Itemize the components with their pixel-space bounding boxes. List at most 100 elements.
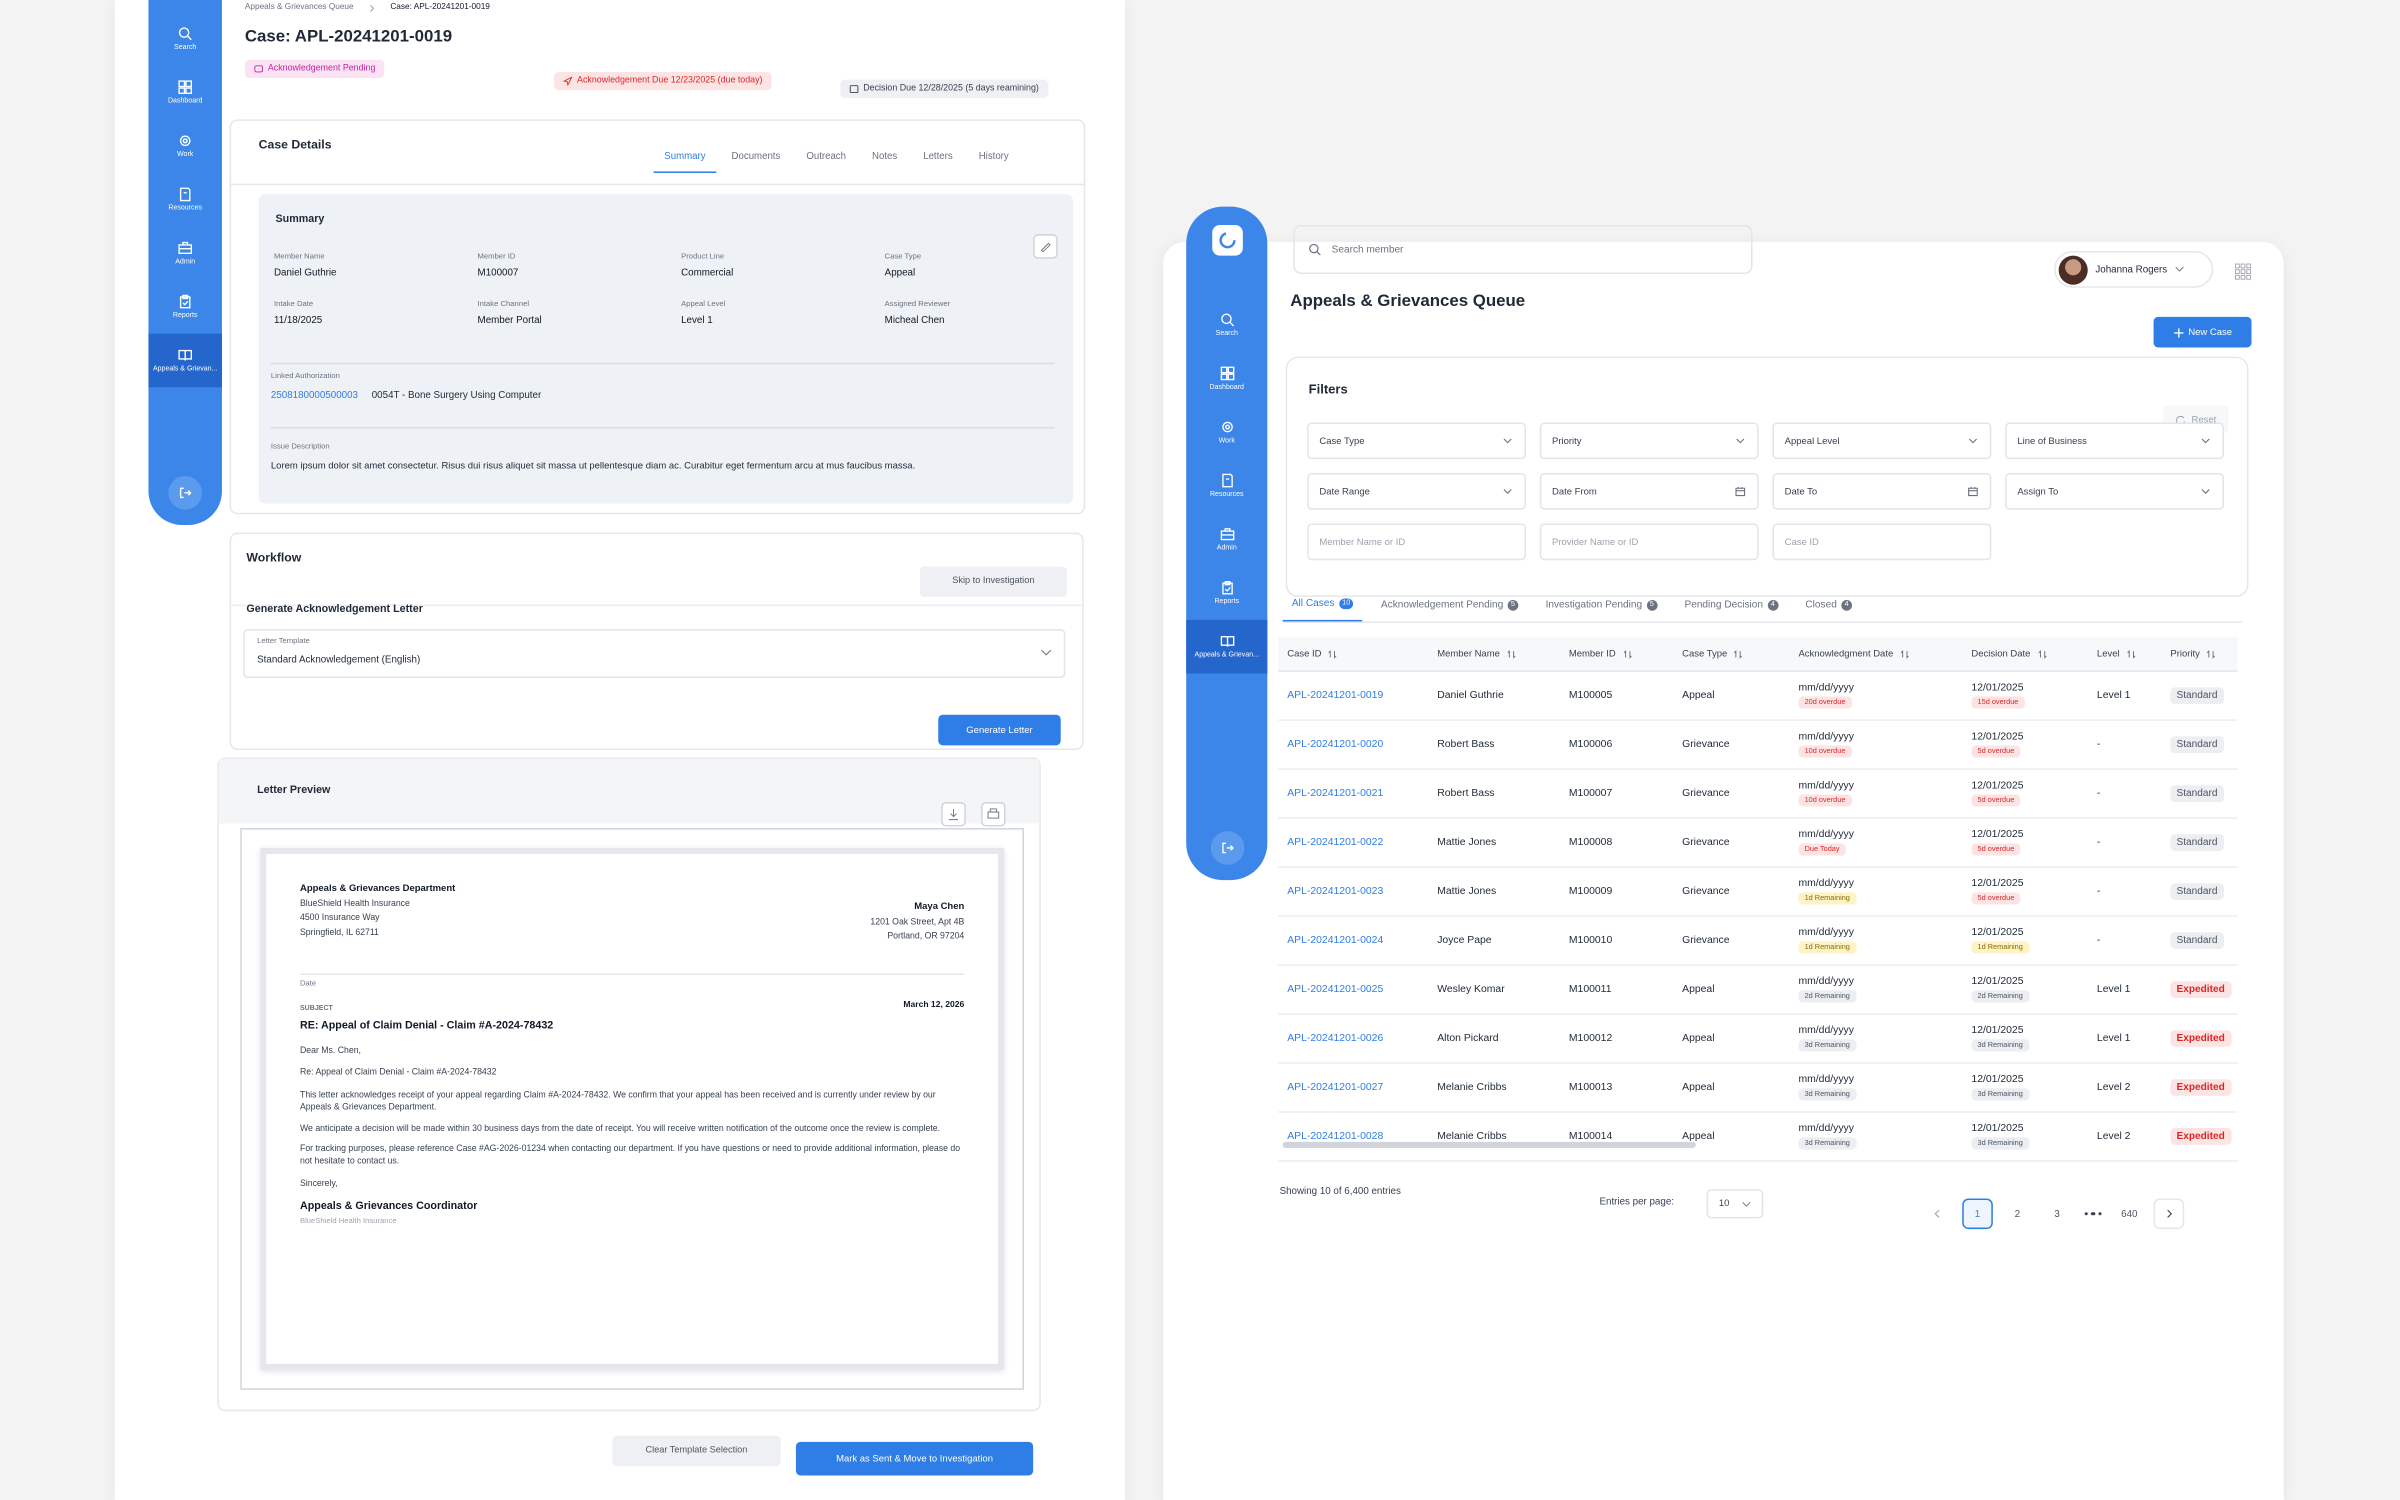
table-row[interactable]: APL-20241201-0027 Melanie Cribbs M100013 Ap… — [1278, 1064, 2238, 1113]
icon-path — [1220, 313, 1234, 327]
case-id-link[interactable]: APL-20241201-0028 — [1287, 1131, 1384, 1142]
table-row[interactable]: APL-20241201-0024 Joyce Pape M100010 Grieva… — [1278, 917, 2238, 966]
case-id-link[interactable]: APL-20241201-0024 — [1287, 935, 1384, 946]
due-badge: 10d overdue — [1798, 745, 1852, 758]
case-id-link[interactable]: APL-20241201-0020 — [1287, 739, 1384, 750]
clear-button[interactable]: Clear Template Selection — [612, 1435, 781, 1467]
table-row[interactable]: APL-20241201-0026 Alton Pickard M100012 App… — [1278, 1015, 2238, 1064]
case-id-link[interactable]: APL-20241201-0026 — [1287, 1033, 1384, 1044]
tab[interactable]: Notes — [872, 151, 898, 163]
queue-tab[interactable]: Investigation Pending 5 — [1536, 598, 1666, 621]
filter-field[interactable]: Date To — [1772, 472, 1992, 510]
filter-field[interactable]: Date Range — [1307, 472, 1527, 510]
table-row[interactable]: APL-20241201-0019 Daniel Guthrie M100005 Ap… — [1278, 672, 2238, 721]
table-row[interactable]: APL-20241201-0020 Robert Bass M100006 Griev… — [1278, 721, 2238, 770]
nav-item[interactable]: Reports — [148, 280, 221, 334]
user-menu[interactable]: Johanna Rogers — [2054, 251, 2214, 288]
queue-tab[interactable]: Pending Decision 4 — [1675, 598, 1787, 621]
edit-button[interactable] — [1033, 234, 1058, 259]
case-id-link[interactable]: APL-20241201-0021 — [1287, 788, 1384, 799]
filter-field[interactable]: Priority — [1539, 422, 1759, 460]
header-cell[interactable]: Member Name — [1428, 648, 1560, 659]
filter-field[interactable]: Case ID — [1772, 523, 1992, 561]
header-cell[interactable]: Level — [2088, 648, 2161, 659]
nav-label: Reports — [1214, 597, 1240, 605]
apps-icon[interactable] — [2234, 263, 2252, 280]
nav-item[interactable]: Resources — [1186, 459, 1267, 513]
page-button[interactable]: 640 — [2121, 1208, 2138, 1220]
nav-item[interactable]: Search — [1186, 298, 1267, 352]
due-badge: 3d Remaining — [1971, 1039, 2029, 1052]
nav-item[interactable]: Appeals & Grievan... — [1186, 619, 1268, 674]
table-row[interactable]: APL-20241201-0021 Robert Bass M100007 Griev… — [1278, 770, 2238, 819]
link[interactable]: 2508180000500003 — [270, 390, 358, 402]
nav-item[interactable]: Search — [148, 12, 221, 66]
breadcrumb-link[interactable]: Appeals & Grievances Queue — [244, 3, 354, 13]
search-box[interactable]: Search member — [1293, 224, 1753, 274]
tab[interactable]: Documents — [731, 151, 781, 163]
logout-button[interactable] — [1209, 831, 1244, 865]
filter-field[interactable]: Case Type — [1307, 422, 1527, 460]
nav-item[interactable]: Admin — [148, 227, 221, 281]
page-button[interactable]: 2 — [2014, 1208, 2021, 1220]
table-row[interactable]: APL-20241201-0023 Mattie Jones M100009 Grie… — [1278, 868, 2238, 917]
skip-button[interactable]: Skip to Investigation — [919, 566, 1067, 597]
nav-label: Search — [1215, 329, 1238, 337]
logout-button[interactable] — [168, 476, 203, 510]
filter-field[interactable]: Line of Business — [2005, 422, 2224, 460]
nav-item[interactable]: Reports — [1186, 566, 1267, 620]
table-row[interactable]: APL-20241201-0028 Melanie Cribbs M100014 Ap… — [1278, 1113, 2238, 1162]
date: mm/dd/yyyy — [1798, 829, 1854, 841]
nav-item[interactable]: Appeals & Grievan... — [148, 333, 222, 388]
filter-field[interactable]: Appeal Level — [1772, 422, 1992, 460]
case-id-link[interactable]: APL-20241201-0023 — [1287, 886, 1384, 897]
prev-button[interactable] — [1922, 1198, 1953, 1229]
tab[interactable]: Outreach — [806, 151, 846, 163]
header-cell[interactable]: Case Type — [1673, 648, 1789, 659]
queue-tab[interactable]: Acknowledgement Pending 5 — [1372, 598, 1527, 621]
case-id-link[interactable]: APL-20241201-0022 — [1287, 837, 1384, 848]
header-cell[interactable]: Decision Date — [1962, 648, 2088, 659]
header-cell[interactable]: Priority — [2161, 648, 2238, 659]
tab[interactable]: History — [978, 151, 1009, 163]
nav-item[interactable]: Work — [1186, 406, 1267, 460]
filter-field[interactable]: Date From — [1539, 472, 1759, 510]
subject-label: SUBJECT — [299, 1004, 333, 1012]
download-button[interactable] — [941, 802, 966, 827]
page-button[interactable]: 3 — [2054, 1208, 2060, 1220]
header-cell[interactable]: Member ID — [1560, 648, 1673, 659]
nav-item[interactable]: Dashboard — [148, 66, 221, 120]
header-cell[interactable]: Acknowledgment Date — [1789, 648, 1962, 659]
table-row[interactable]: APL-20241201-0025 Wesley Komar M100011 Appe… — [1278, 966, 2238, 1015]
cell: 12/01/2025 5d overdue — [1962, 781, 2088, 807]
nav-item[interactable]: Resources — [148, 173, 221, 227]
case-id-link[interactable]: APL-20241201-0027 — [1287, 1082, 1384, 1093]
case-id-link[interactable]: APL-20241201-0019 — [1287, 690, 1384, 702]
print-button[interactable] — [981, 802, 1006, 827]
mark-sent-button[interactable]: Mark as Sent & Move to Investigation — [795, 1441, 1034, 1476]
tab[interactable]: Summary — [653, 152, 717, 173]
next-button[interactable] — [2153, 1198, 2185, 1230]
nav-item[interactable]: Dashboard — [1186, 352, 1267, 406]
page-button[interactable]: 1 — [1962, 1198, 1993, 1230]
icon — [2201, 438, 2210, 444]
queue-tab[interactable]: Closed 4 — [1796, 598, 1861, 621]
new-case-button[interactable]: New Case — [2153, 316, 2252, 348]
filter-field[interactable]: Provider Name or ID — [1539, 523, 1759, 561]
filter-field[interactable]: Member Name or ID — [1307, 523, 1527, 561]
entries-select[interactable]: 10 — [1706, 1189, 1764, 1219]
template-select[interactable]: Letter Template Standard Acknowledgement… — [243, 629, 1066, 679]
nav-item[interactable]: Work — [148, 119, 221, 173]
date: mm/dd/yyyy — [1798, 927, 1854, 939]
tab[interactable]: Letters — [923, 151, 953, 163]
filter-field[interactable]: Assign To — [2005, 472, 2224, 510]
header-cell[interactable]: Case ID — [1278, 648, 1428, 659]
queue-tab[interactable]: All Cases 10 — [1282, 598, 1363, 622]
table-row[interactable]: APL-20241201-0022 Mattie Jones M100008 Grie… — [1278, 819, 2238, 868]
chevron — [1041, 649, 1052, 656]
generate-button[interactable]: Generate Letter — [938, 714, 1061, 746]
nav-item[interactable]: Admin — [1186, 513, 1267, 567]
case-id-link[interactable]: APL-20241201-0025 — [1287, 984, 1384, 995]
cell: 12/01/2025 3d Remaining — [1962, 1123, 2088, 1150]
level: - — [2096, 837, 2101, 848]
